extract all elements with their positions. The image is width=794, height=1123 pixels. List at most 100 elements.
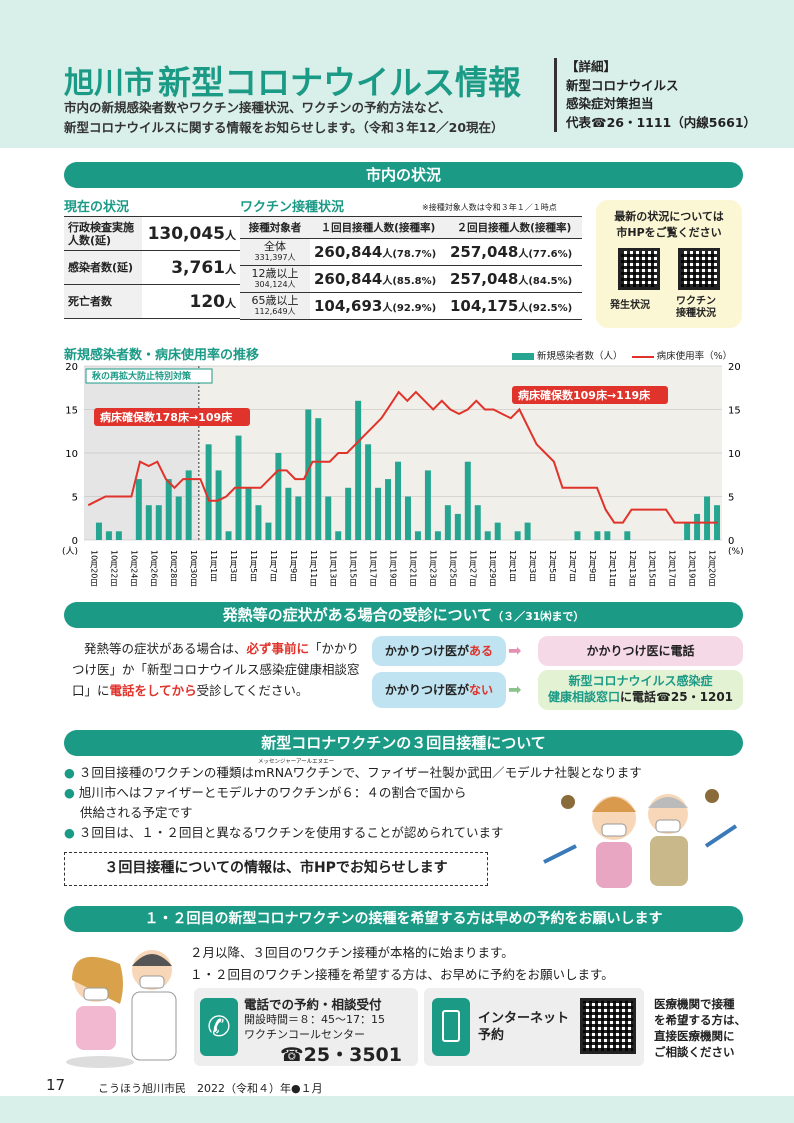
bar-new-cases: [434, 531, 441, 540]
bar-new-cases: [624, 531, 631, 540]
x-tick-label: 11月5日: [249, 550, 258, 582]
page-title: 新型コロナウイルス情報: [158, 63, 521, 102]
qr-code-vaccination[interactable]: [678, 248, 720, 290]
fever-paragraph: 発熱等の症状がある場合は、必ず事前に「かかりつけ医」か「新型コロナウイルス感染症…: [72, 641, 360, 698]
bar-new-cases: [385, 479, 392, 540]
section-banner-reservation: １・２回目の新型コロナワクチンの接種を希望する方は早めの予約をお願いします: [64, 906, 743, 932]
y-tick-right: 0: [728, 536, 734, 547]
bar-new-cases: [145, 505, 152, 540]
dose2-value: 104,175人(92.5%): [446, 292, 582, 320]
bar-new-cases: [185, 470, 192, 540]
medical-institution-note: 医療機関で接種 を希望する方は、 直接医療機関に ご相談ください: [654, 997, 746, 1059]
bar-new-cases: [424, 470, 431, 540]
internet-reservation-box: インターネット 予約: [424, 988, 644, 1066]
row-label: 全体 331,397人: [240, 238, 310, 266]
y-tick-right: 20: [728, 362, 741, 373]
table-row: 行政検査実施人数(延) 130,045人: [64, 216, 240, 251]
y-tick-right: 10: [728, 449, 741, 460]
x-tick-label: 12月19日: [688, 550, 697, 587]
table-row: 65歳以上 112,649人 104,693人(92.9%) 104,175人(9…: [240, 292, 582, 320]
call-doctor-box: かかりつけ医に電話: [538, 636, 743, 666]
section-banner-status: 市内の状況: [64, 162, 743, 188]
phone-icon: ✆: [200, 998, 238, 1056]
bar-new-cases: [594, 531, 601, 540]
table-row: 全体 331,397人 260,844人(78.7%) 257,048人(77.6…: [240, 238, 582, 266]
bullet-list: ● ３回目接種のワクチンの種類はmRNAワクチンで、ファイザー社製か武田／モデル…: [64, 763, 704, 843]
x-tick-label: 11月21日: [408, 550, 417, 587]
bar-new-cases: [255, 505, 262, 540]
ruby-text: メッセンジャーアールエヌエー: [258, 759, 335, 765]
bar-new-cases: [115, 531, 122, 540]
status-label: 感染者数(延): [64, 250, 142, 285]
vaccination-note: ※接種対象人数は令和３年１／１時点: [422, 203, 557, 212]
reservation-qr-code[interactable]: [580, 998, 636, 1054]
bar-new-cases: [345, 487, 352, 540]
x-tick-label: 11月15日: [349, 550, 358, 587]
bar-new-cases: [704, 496, 711, 540]
detail-label: 【詳細】: [566, 59, 617, 74]
x-tick-label: 11月17日: [369, 550, 378, 587]
chart-svg: 0 0 5 5 10 10 15 15 20 20 (人) (%) 10月20日 10月22日 10月24日…: [62, 362, 744, 587]
table-header-row: 接種対象者 １回目接種人数(接種率) ２回目接種人数(接種率): [240, 216, 582, 239]
x-tick-label: 12月13日: [628, 550, 637, 587]
x-tick-label: 11月25日: [448, 550, 457, 587]
bar-new-cases: [355, 400, 362, 540]
x-tick-label: 11月9日: [289, 550, 298, 582]
bar-new-cases: [524, 522, 531, 540]
section-banner-third-dose: 新型コロナワクチンの３回目接種について: [64, 730, 743, 756]
bar-new-cases: [245, 487, 252, 540]
bar-new-cases: [365, 444, 372, 540]
status-value: 130,045人: [142, 216, 240, 251]
bar-new-cases: [305, 409, 312, 540]
bar-new-cases: [464, 461, 471, 540]
reservation-line-1: ２月以降、３回目のワクチン接種が本格的に始まります。: [190, 945, 514, 960]
bar-new-cases: [484, 531, 491, 540]
bar-new-cases: [225, 531, 232, 540]
qr-code-outbreak[interactable]: [618, 248, 660, 290]
bar-new-cases: [514, 531, 521, 540]
call-consultation-box: 新型コロナウイルス感染症 健康相談窓口に電話☎25・1201: [538, 670, 743, 710]
chart-title: 新規感染者数・病床使用率の推移: [64, 348, 260, 363]
city-name: 旭川市: [64, 66, 154, 101]
detail-phone: 代表☎26・1111（内線5661）: [566, 114, 757, 130]
x-tick-label: 12月20日: [708, 550, 717, 587]
bar-new-cases: [694, 513, 701, 540]
x-tick-label: 11月3日: [229, 550, 238, 582]
x-tick-label: 12月11日: [608, 550, 617, 587]
bar-new-cases: [574, 531, 581, 540]
x-tick-label: 12月7日: [568, 550, 577, 582]
x-tick-label: 12月9日: [588, 550, 597, 582]
qr-label-vaccination: ワクチン 接種状況: [676, 296, 716, 319]
table-row: 12歳以上 304,124人 260,844人(85.8%) 257,048人(8…: [240, 265, 582, 293]
x-tick-label: 11月27日: [468, 550, 477, 587]
x-tick-label: 12月17日: [668, 550, 677, 587]
bar-new-cases: [105, 531, 112, 540]
no-doctor-box: かかりつけ医がない: [372, 672, 506, 708]
x-tick-label: 11月11日: [309, 550, 318, 587]
column-header: １回目接種人数(接種率): [310, 216, 446, 239]
phone-number[interactable]: ☎25・3501: [280, 1044, 402, 1066]
qr-info-box: 最新の状況については 市HPをご覧ください 発生状況 ワクチン 接種状況: [596, 200, 742, 328]
bar-new-cases: [335, 531, 342, 540]
legend-label: 病床使用率（%）: [656, 351, 733, 362]
qr-text-1: 最新の状況については: [614, 210, 724, 223]
bar-new-cases: [395, 461, 402, 540]
x-tick-label: 11月1日: [209, 550, 218, 582]
legend-swatch-bar: [512, 353, 534, 360]
bar-new-cases: [285, 487, 292, 540]
bar-new-cases: [414, 531, 421, 540]
table-row: 感染者数(延) 3,761人: [64, 250, 240, 285]
vaccination-illustration: [66, 950, 177, 1068]
status-value: 3,761人: [142, 250, 240, 285]
line-bed-usage: [87, 390, 718, 524]
arrow-right-icon: ➡: [508, 680, 522, 699]
y-tick-left: 15: [65, 406, 78, 417]
section-banner-fever: 発熱等の症状がある場合の受診について（３／31㈭まで）: [64, 602, 743, 628]
bar-new-cases: [295, 496, 302, 540]
y-unit-left: (人): [62, 546, 78, 557]
x-tick-label: 10月20日: [89, 550, 98, 587]
has-doctor-box: かかりつけ医がある: [372, 636, 506, 666]
bar-new-cases: [95, 522, 102, 540]
chart-legend: 新規感染者数（人） 病床使用率（%）: [512, 348, 732, 362]
bullet-item: ● ３回目接種のワクチンの種類はmRNAワクチンで、ファイザー社製か武田／モデル…: [64, 765, 642, 780]
